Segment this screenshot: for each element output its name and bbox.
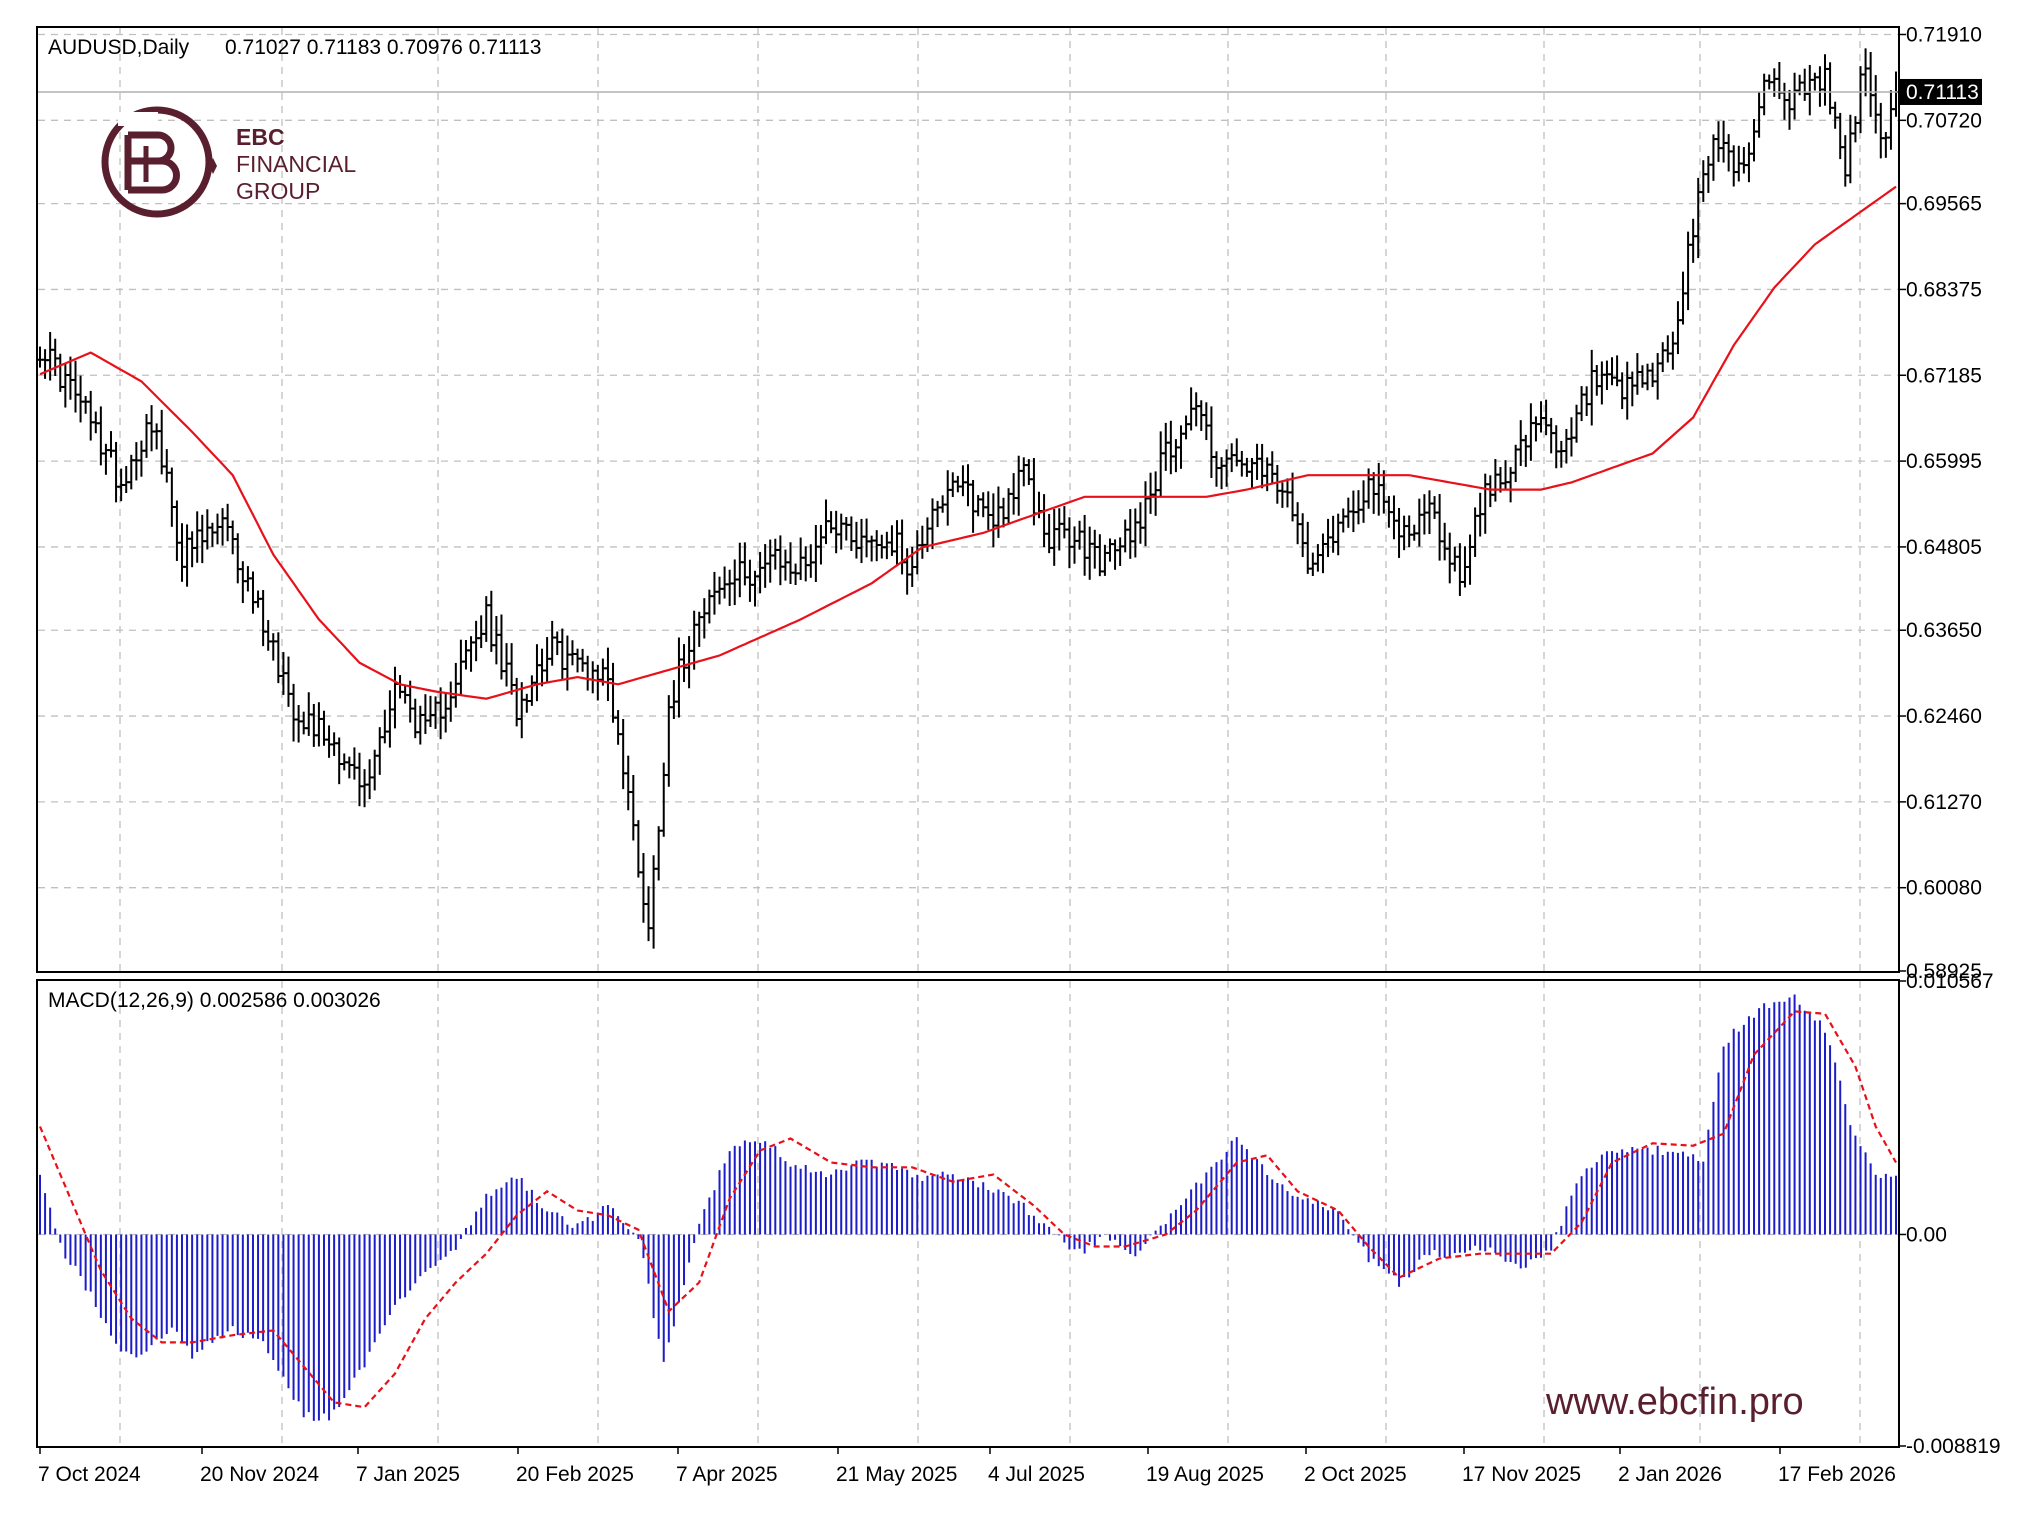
current-price-tag: 0.71113 — [1900, 78, 1982, 105]
price-tick-label: 0.69565 — [1906, 193, 1982, 216]
time-tick-label: 2 Oct 2025 — [1304, 1463, 1407, 1486]
price-tick-label: 0.62460 — [1906, 705, 1982, 728]
macd-tick-label: 0.010567 — [1906, 970, 1994, 993]
price-tick-label: 0.71910 — [1906, 23, 1982, 46]
ohlc-readout: 0.71027 0.71183 0.70976 0.71113 — [225, 36, 541, 59]
time-tick-label: 2 Jan 2026 — [1618, 1463, 1722, 1486]
price-tick-label: 0.68375 — [1906, 278, 1982, 301]
time-tick-label: 7 Apr 2025 — [676, 1463, 778, 1486]
current-price-value: 0.71113 — [1906, 81, 1979, 104]
price-pane-border — [36, 26, 1900, 973]
macd-pane-border — [36, 979, 1900, 1448]
time-axis: 7 Oct 2024 20 Nov 2024 7 Jan 2025 20 Feb 20… — [38, 1446, 1896, 1486]
price-tick-label: 0.58925 — [1906, 960, 1982, 983]
macd-tick-label: -0.008819 — [1906, 1435, 2001, 1458]
time-tick-label: 7 Oct 2024 — [38, 1463, 141, 1486]
time-tick-label: 19 Aug 2025 — [1146, 1463, 1264, 1486]
ebc-logo: EBC FINANCIAL GROUP — [101, 106, 356, 218]
price-pane[interactable]: AUDUSD,Daily 0.71027 0.71183 0.70976 0.7… — [36, 26, 1900, 973]
price-tick-label: 0.63650 — [1906, 619, 1982, 642]
price-bars — [37, 48, 1899, 949]
price-axis: 0.71910 0.70720 0.69565 0.68375 0.67185 0.659… — [1898, 23, 1982, 983]
price-tick-label: 0.67185 — [1906, 364, 1982, 387]
time-tick-label: 4 Jul 2025 — [988, 1463, 1085, 1486]
logo-line-ebc: EBC — [236, 124, 285, 150]
logo-line-group: GROUP — [236, 178, 320, 204]
time-tick-label: 17 Feb 2026 — [1778, 1463, 1896, 1486]
macd-axis: 0.010567 0.00 -0.008819 — [1898, 970, 2001, 1458]
price-tick-label: 0.70720 — [1906, 109, 1982, 132]
price-tick-label: 0.64805 — [1906, 536, 1982, 559]
price-grid — [38, 28, 1898, 971]
moving-average-line — [39, 185, 1897, 700]
macd-tick-label: 0.00 — [1906, 1223, 1947, 1246]
price-tick-label: 0.60080 — [1906, 877, 1982, 900]
logo-line-financial: FINANCIAL — [236, 151, 356, 177]
symbol-label: AUDUSD,Daily — [48, 36, 190, 59]
macd-histogram — [39, 994, 1897, 1421]
website-watermark: www.ebcfin.pro — [1545, 1381, 1804, 1423]
time-tick-label: 20 Nov 2024 — [200, 1463, 319, 1486]
price-tick-label: 0.61270 — [1906, 791, 1982, 814]
ebc-logo-icon — [101, 106, 217, 218]
macd-label: MACD(12,26,9) 0.002586 0.003026 — [48, 989, 381, 1012]
price-tick-label: 0.65995 — [1906, 450, 1982, 473]
time-tick-label: 7 Jan 2025 — [356, 1463, 460, 1486]
time-tick-label: 17 Nov 2025 — [1462, 1463, 1581, 1486]
time-tick-label: 20 Feb 2025 — [516, 1463, 634, 1486]
macd-pane[interactable]: MACD(12,26,9) 0.002586 0.003026 — [36, 979, 1900, 1448]
macd-signal-line — [38, 1010, 1897, 1409]
time-tick-label: 21 May 2025 — [836, 1463, 957, 1486]
